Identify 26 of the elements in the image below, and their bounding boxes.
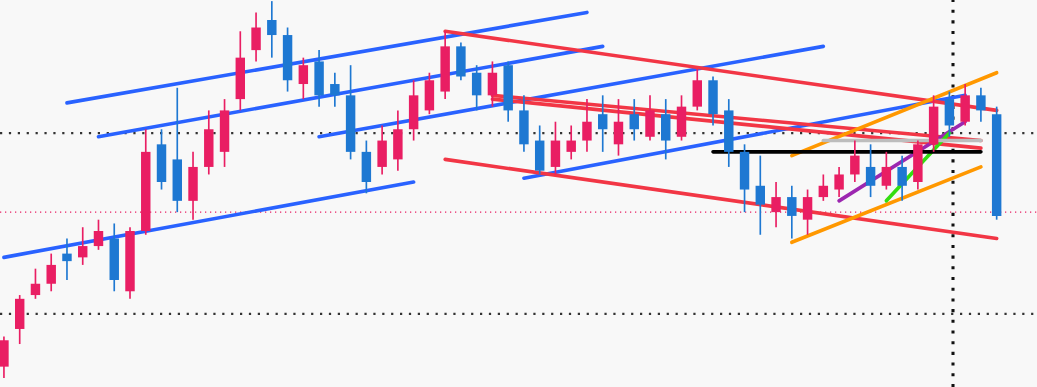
candlestick — [850, 139, 860, 183]
candlestick — [251, 11, 261, 63]
candlestick — [865, 143, 876, 198]
candlestick — [298, 56, 309, 100]
candlestick — [30, 267, 41, 300]
candlestick — [881, 151, 892, 191]
candlestick — [802, 188, 813, 236]
candlestick — [818, 173, 829, 202]
candlestick — [471, 64, 482, 112]
candlestick — [582, 98, 592, 153]
candlestick — [976, 86, 986, 123]
candlestick — [267, 0, 277, 59]
candlestick — [613, 98, 624, 157]
candlestick — [566, 124, 576, 161]
candlestick — [629, 98, 639, 142]
candlestick — [598, 94, 608, 153]
candlestick — [787, 184, 797, 240]
candlestick — [93, 218, 104, 251]
candlestick — [78, 226, 88, 266]
candlestick — [755, 154, 766, 236]
candlestick — [46, 252, 56, 293]
candlestick — [330, 71, 340, 108]
candlestick — [834, 166, 844, 198]
candlestick — [897, 154, 907, 202]
candlestick — [487, 60, 498, 108]
candlestick — [62, 237, 72, 281]
